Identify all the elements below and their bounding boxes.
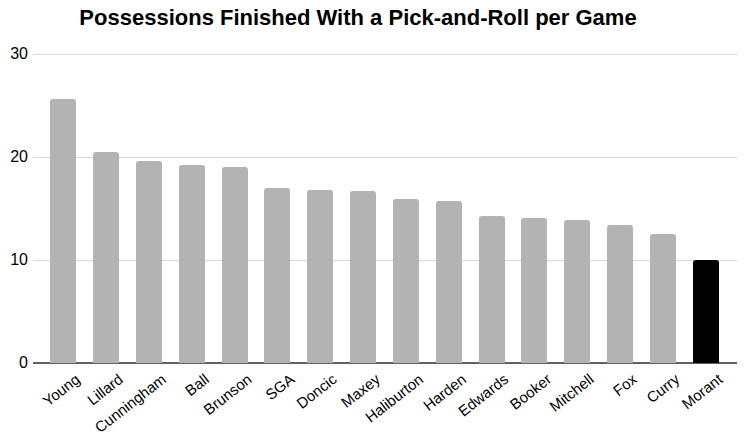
pick-and-roll-bar-chart: Possessions Finished With a Pick-and-Rol… <box>0 0 750 445</box>
bar-fox <box>607 225 633 363</box>
plot-area: 0102030YoungLillardCunninghamBallBrunson… <box>0 0 750 445</box>
bar-lillard <box>93 152 119 363</box>
gridline <box>33 54 737 55</box>
x-tick-label: Doncic <box>294 371 340 412</box>
x-tick-label: Brunson <box>201 371 255 418</box>
bar-cunningham <box>136 161 162 363</box>
x-tick-label: Young <box>40 371 83 409</box>
bar-edwards <box>479 216 505 363</box>
bar-haliburton <box>393 199 419 363</box>
bar-sga <box>264 188 290 363</box>
x-tick-label: Booker <box>507 371 554 413</box>
y-tick-label: 20 <box>0 148 28 166</box>
bar-maxey <box>350 191 376 363</box>
bar-ball <box>179 165 205 363</box>
bar-morant <box>693 260 719 363</box>
bar-booker <box>521 218 547 363</box>
bar-mitchell <box>564 220 590 363</box>
x-tick-label: Curry <box>644 371 683 406</box>
y-tick-label: 0 <box>0 354 28 372</box>
bar-brunson <box>222 167 248 363</box>
bar-curry <box>650 234 676 363</box>
x-tick-label: Ball <box>182 371 212 399</box>
bar-harden <box>436 201 462 363</box>
y-tick-label: 30 <box>0 45 28 63</box>
x-tick-label: Fox <box>610 371 640 399</box>
x-tick-label: Morant <box>679 371 726 412</box>
y-tick-label: 10 <box>0 251 28 269</box>
bar-doncic <box>307 190 333 363</box>
x-tick-label: Mitchell <box>547 371 597 415</box>
gridline <box>33 157 737 158</box>
bar-young <box>50 99 76 363</box>
